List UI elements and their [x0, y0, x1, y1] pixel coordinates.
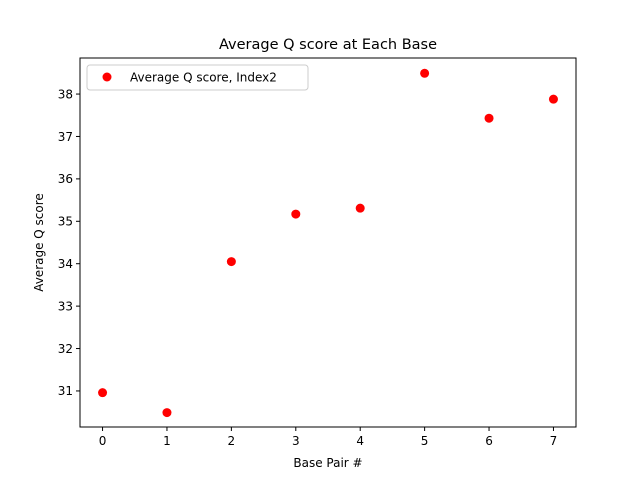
data-point — [420, 68, 430, 78]
legend-marker — [102, 72, 112, 82]
x-tick-label: 4 — [356, 434, 364, 448]
x-tick-label: 5 — [421, 434, 429, 448]
legend-label: Average Q score, Index2 — [130, 71, 277, 85]
data-point — [98, 388, 108, 398]
legend-box — [86, 64, 309, 91]
data-points — [98, 68, 558, 418]
legend: Average Q score, Index2 — [86, 64, 309, 91]
plot-frame — [79, 57, 577, 428]
x-tick-label: 6 — [485, 434, 493, 448]
y-tick-label: 37 — [58, 130, 73, 144]
data-point — [484, 113, 494, 123]
y-axis-label: Average Q score — [32, 193, 46, 292]
y-tick-label: 35 — [58, 215, 73, 229]
data-point — [226, 257, 236, 267]
x-tick-label: 1 — [163, 434, 171, 448]
y-tick-label: 32 — [58, 342, 73, 356]
chart-title: Average Q score at Each Base — [219, 37, 437, 53]
data-point — [355, 203, 365, 213]
data-point — [162, 408, 172, 418]
data-point — [291, 209, 301, 219]
x-tick-label: 0 — [99, 434, 107, 448]
y-tick-label: 31 — [58, 384, 73, 398]
y-tick-label: 34 — [58, 257, 73, 271]
x-tick-label: 3 — [292, 434, 300, 448]
y-tick-label: 36 — [58, 172, 73, 186]
x-tick-label: 2 — [228, 434, 236, 448]
y-tick-label: 33 — [58, 299, 73, 313]
data-point — [548, 94, 558, 104]
x-tick-label: 7 — [550, 434, 558, 448]
x-axis-label: Base Pair # — [293, 456, 362, 470]
y-tick-label: 38 — [58, 87, 73, 101]
